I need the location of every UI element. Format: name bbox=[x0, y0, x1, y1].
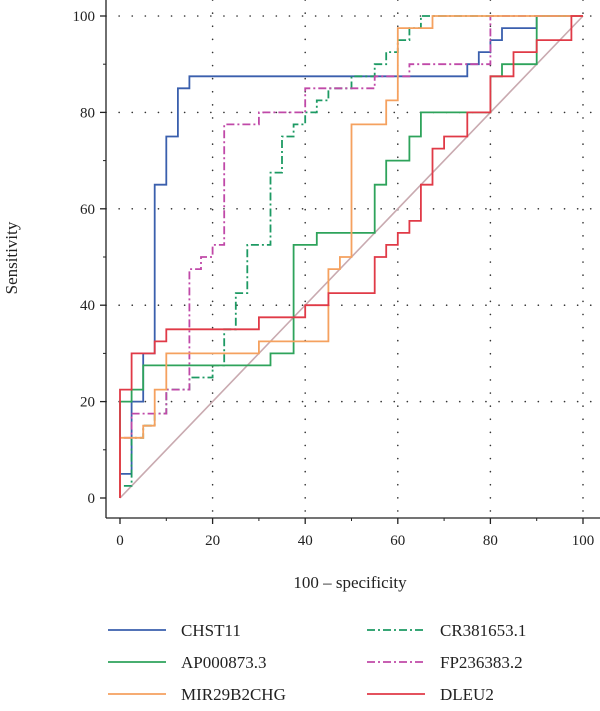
legend-item-cr381653-1: CR381653.1 bbox=[367, 621, 526, 640]
y-tick-label: 0 bbox=[88, 491, 96, 507]
legend-item-dleu2: DLEU2 bbox=[367, 685, 494, 704]
x-tick-label: 0 bbox=[116, 533, 124, 549]
y-tick-label: 100 bbox=[73, 9, 96, 25]
x-tick-label: 80 bbox=[483, 533, 498, 549]
x-tick-label: 20 bbox=[205, 533, 220, 549]
legend-label: CR381653.1 bbox=[440, 621, 526, 640]
y-tick-label: 80 bbox=[80, 105, 95, 121]
legend-label: DLEU2 bbox=[440, 685, 494, 704]
y-tick-label: 20 bbox=[80, 395, 95, 411]
x-tick-label: 40 bbox=[298, 533, 313, 549]
grid-lines bbox=[105, 0, 600, 519]
legend-item-chst11: CHST11 bbox=[108, 621, 241, 640]
legend-item-ap000873-3: AP000873.3 bbox=[108, 653, 266, 672]
series-line-mir29b2chg bbox=[119, 15, 583, 498]
series-line-fp236383-2 bbox=[119, 15, 583, 498]
legend-item-fp236383-2: FP236383.2 bbox=[367, 653, 523, 672]
x-axis-label: 100 – specificity bbox=[293, 573, 407, 592]
series-line-chst11 bbox=[119, 15, 583, 498]
legend: CHST11 CR381653.1 AP000873.3 FP236383.2 MIR2… bbox=[108, 621, 526, 704]
legend-label: AP000873.3 bbox=[181, 653, 266, 672]
y-tick-label: 60 bbox=[80, 202, 95, 218]
series-lines bbox=[119, 15, 583, 498]
x-tick-label: 60 bbox=[390, 533, 405, 549]
y-tick-label: 40 bbox=[80, 298, 95, 314]
legend-label: CHST11 bbox=[181, 621, 241, 640]
axes bbox=[100, 0, 600, 524]
y-axis-label: Sensitivity bbox=[2, 221, 21, 294]
legend-label: FP236383.2 bbox=[440, 653, 523, 672]
tick-labels: 0 20 40 60 80 100 0 20 40 60 80 100 bbox=[73, 9, 595, 549]
legend-item-mir29b2chg: MIR29B2CHG bbox=[108, 685, 286, 704]
series-line-dleu2 bbox=[119, 15, 583, 498]
legend-label: MIR29B2CHG bbox=[181, 685, 286, 704]
x-tick-label: 100 bbox=[572, 533, 595, 549]
